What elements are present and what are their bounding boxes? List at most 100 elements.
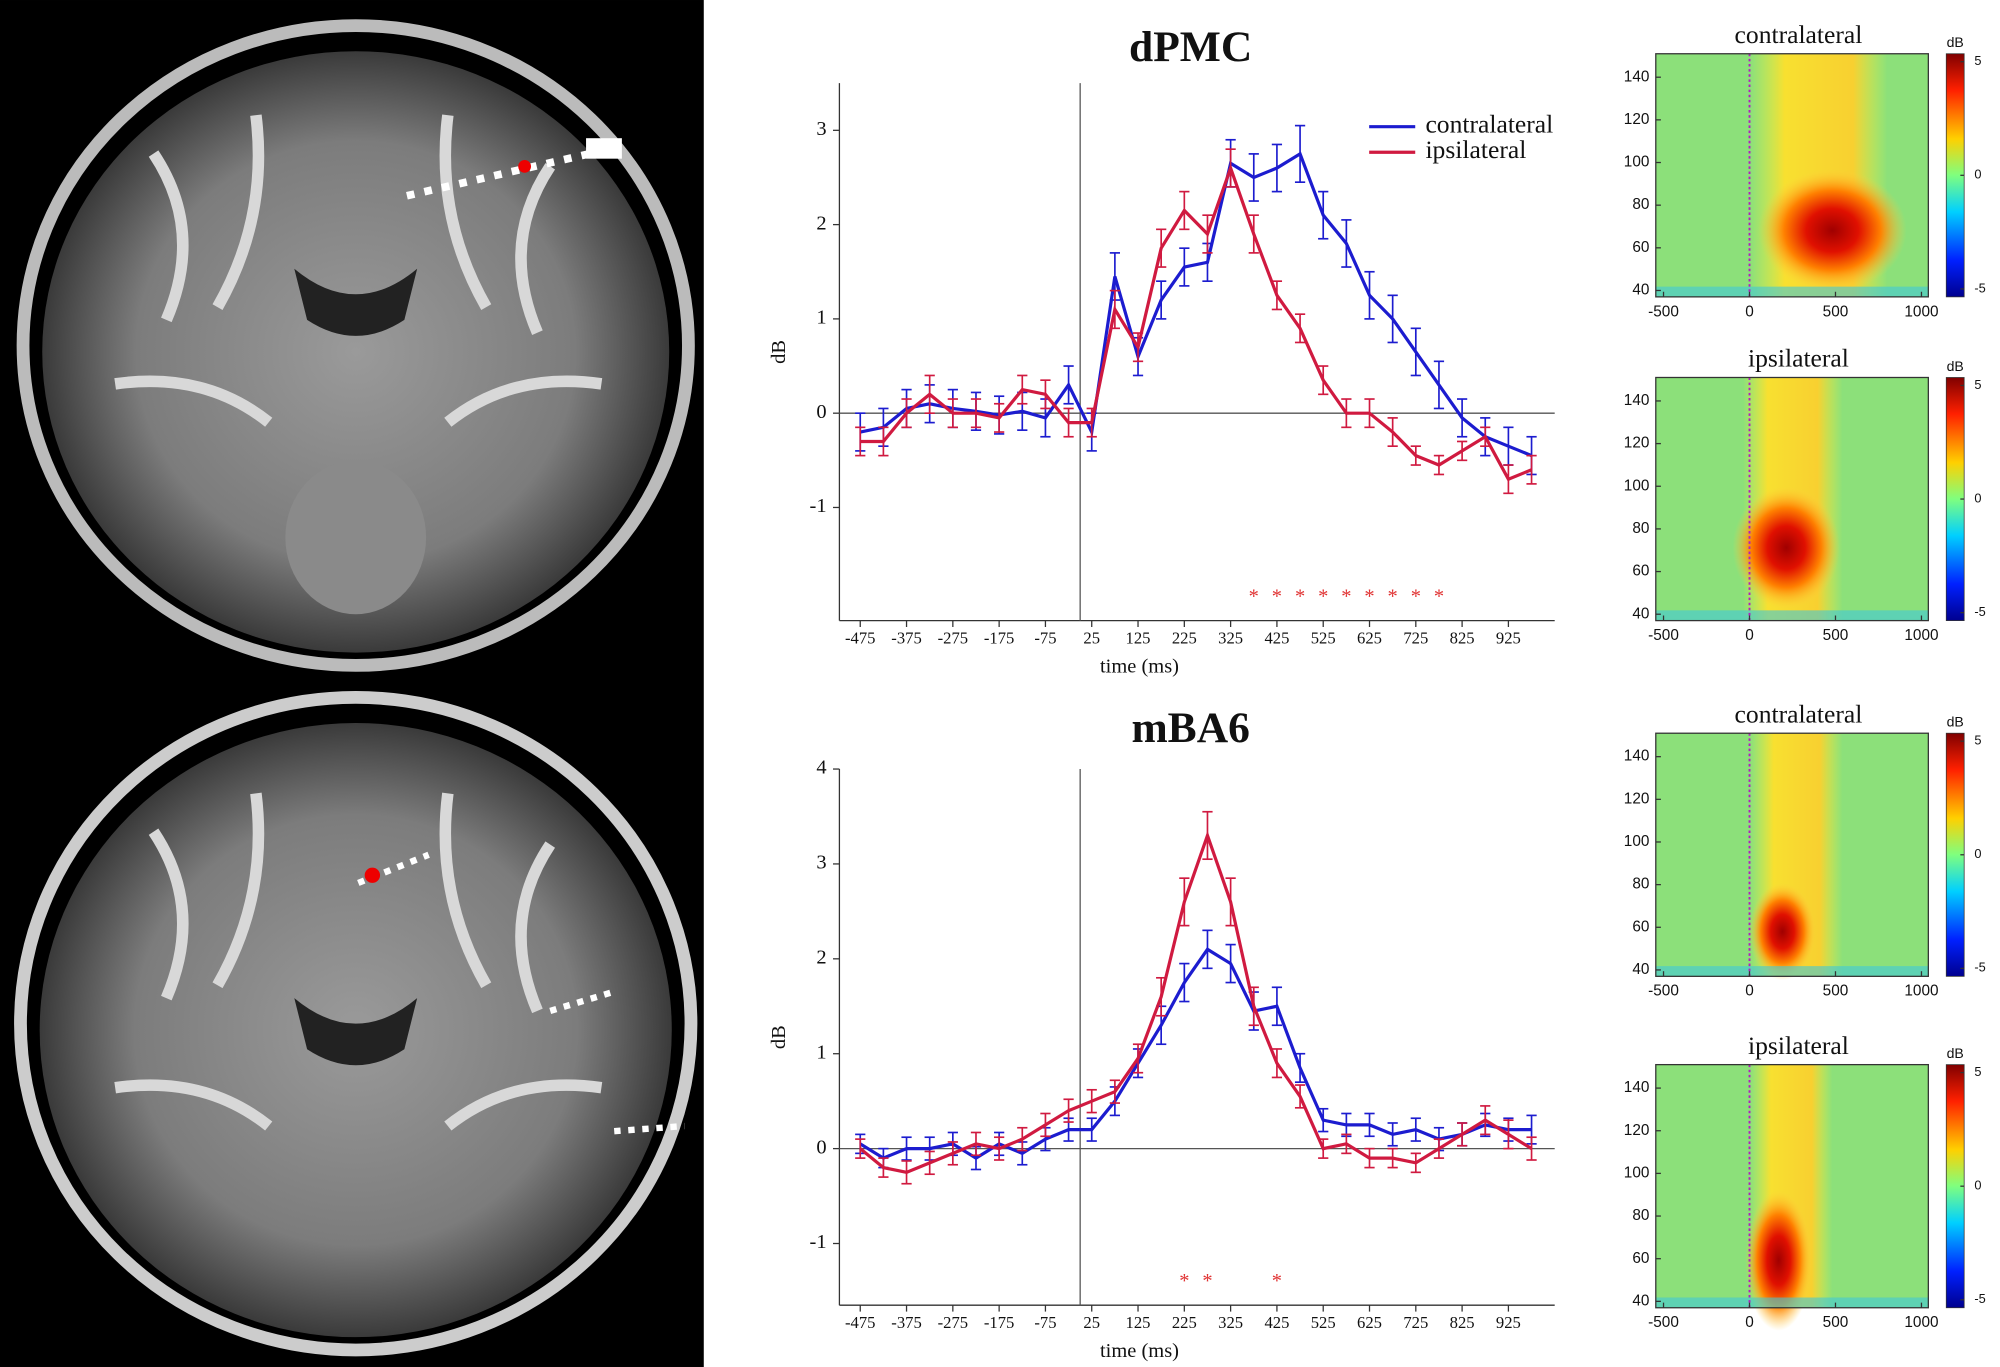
x-tick-label: 625 [1357, 629, 1382, 648]
y-tick-label: 80 [1632, 196, 1649, 213]
heatmap-frame [1655, 732, 1929, 977]
series-line [859, 151, 1533, 458]
x-tick-label: 25 [1083, 1313, 1100, 1332]
heatmap-title: contralateral [1735, 699, 1863, 728]
error-bar [1225, 148, 1236, 188]
error-bar [1179, 962, 1190, 1003]
x-tick-label: 0 [1745, 627, 1754, 644]
y-tick-label: 40 [1632, 605, 1649, 622]
error-bar [1132, 332, 1144, 363]
significance-marker: * [1202, 1270, 1212, 1292]
x-tick-label: 525 [1311, 1313, 1336, 1332]
x-tick-label: 500 [1823, 303, 1849, 320]
x-tick-label: 625 [1357, 1313, 1382, 1332]
error-bar [924, 374, 935, 415]
x-tick-label: 425 [1264, 629, 1289, 648]
y-tick-label: 60 [1632, 239, 1649, 256]
y-tick-label: 1 [816, 1041, 826, 1063]
error-bar [1156, 228, 1167, 268]
x-tick-label: 325 [1218, 629, 1243, 648]
error-bar [1480, 1105, 1491, 1136]
error-bar [970, 398, 982, 429]
error-bar [1318, 1107, 1329, 1133]
error-bar [1040, 379, 1051, 410]
error-bar [901, 1136, 912, 1161]
error-bar [1294, 313, 1306, 344]
x-tick-label: -275 [938, 1313, 968, 1332]
error-bar [1503, 464, 1514, 495]
error-bar [901, 1160, 912, 1185]
error-bar [1086, 407, 1097, 438]
error-bar [878, 1157, 889, 1178]
colorbar-tick-label: -5 [1974, 960, 1985, 975]
y-tick-label: 40 [1632, 282, 1649, 299]
x-tick-label: 325 [1218, 1313, 1243, 1332]
error-bar [947, 1141, 958, 1166]
error-bar [1456, 1122, 1468, 1147]
error-bar [1179, 190, 1190, 231]
colorbar-tick-label: -5 [1974, 1291, 1985, 1306]
x-tick-label: 725 [1403, 1313, 1428, 1332]
error-bar [1271, 143, 1283, 193]
error-bar [1271, 1048, 1283, 1079]
x-tick-label: 825 [1450, 629, 1475, 648]
error-bar [1341, 219, 1352, 268]
x-tick-label: 725 [1403, 629, 1428, 648]
error-bar [1364, 1147, 1375, 1169]
x-tick-label: 1000 [1904, 983, 1938, 1000]
error-bar [1526, 454, 1537, 485]
x-tick-label: -75 [1034, 629, 1056, 648]
y-tick-label: 40 [1632, 961, 1649, 978]
brain-image-top [16, 19, 695, 672]
error-bar [1456, 440, 1468, 462]
x-tick-label: 225 [1172, 629, 1197, 648]
error-bar [901, 398, 912, 429]
significance-marker: * [1272, 1270, 1282, 1292]
error-bar [1063, 365, 1074, 405]
significance-marker: * [1318, 585, 1328, 607]
x-tick-label: 500 [1823, 983, 1849, 1000]
chart-title: mBA6 [1131, 704, 1249, 752]
heatmap-hotspot [1745, 1190, 1812, 1331]
error-bar [1156, 280, 1167, 320]
error-bar [1156, 976, 1167, 1017]
error-bar [1202, 929, 1213, 970]
colorbar-tick-label: 0 [1974, 1178, 1981, 1193]
error-bar [1294, 124, 1306, 184]
colorbar-label: dB [1947, 358, 1964, 374]
y-tick-label: 80 [1632, 1207, 1649, 1224]
error-bar [1480, 426, 1491, 448]
y-tick-label: 4 [816, 757, 826, 779]
x-tick-label: 125 [1126, 1313, 1151, 1332]
colorbar-tick-label: 0 [1974, 490, 1981, 505]
chart-title: dPMC [1129, 23, 1252, 71]
colorbar-tick-label: 5 [1974, 377, 1981, 392]
significance-marker: * [1341, 585, 1351, 607]
error-bar [1433, 454, 1445, 476]
error-bar [1318, 1138, 1329, 1159]
series-line [860, 163, 1533, 482]
y-tick-label: 100 [1624, 477, 1650, 494]
error-bar [1086, 1117, 1097, 1142]
heatmap-low-edge [1655, 610, 1929, 621]
heatmap-low-edge [1655, 1297, 1929, 1308]
error-bar [1063, 407, 1074, 438]
error-bar [1109, 289, 1120, 330]
error-bar [1040, 1112, 1051, 1138]
y-tick-label: -1 [810, 495, 827, 517]
error-bar [1248, 153, 1259, 202]
x-tick-label: 0 [1745, 303, 1754, 320]
y-axis-label: dB [768, 1025, 790, 1049]
x-tick-label: 125 [1126, 629, 1151, 648]
error-bar [1410, 445, 1421, 466]
heatmap-hotspot [1732, 486, 1841, 610]
x-tick-label: 25 [1083, 629, 1100, 648]
x-tick-label: 500 [1823, 1314, 1849, 1331]
error-bar [970, 1131, 982, 1157]
error-bar [1387, 1122, 1398, 1147]
x-tick-label: 0 [1745, 1314, 1754, 1331]
significance-marker: * [1295, 585, 1305, 607]
error-bar [1225, 943, 1236, 984]
error-bar [1318, 365, 1329, 396]
